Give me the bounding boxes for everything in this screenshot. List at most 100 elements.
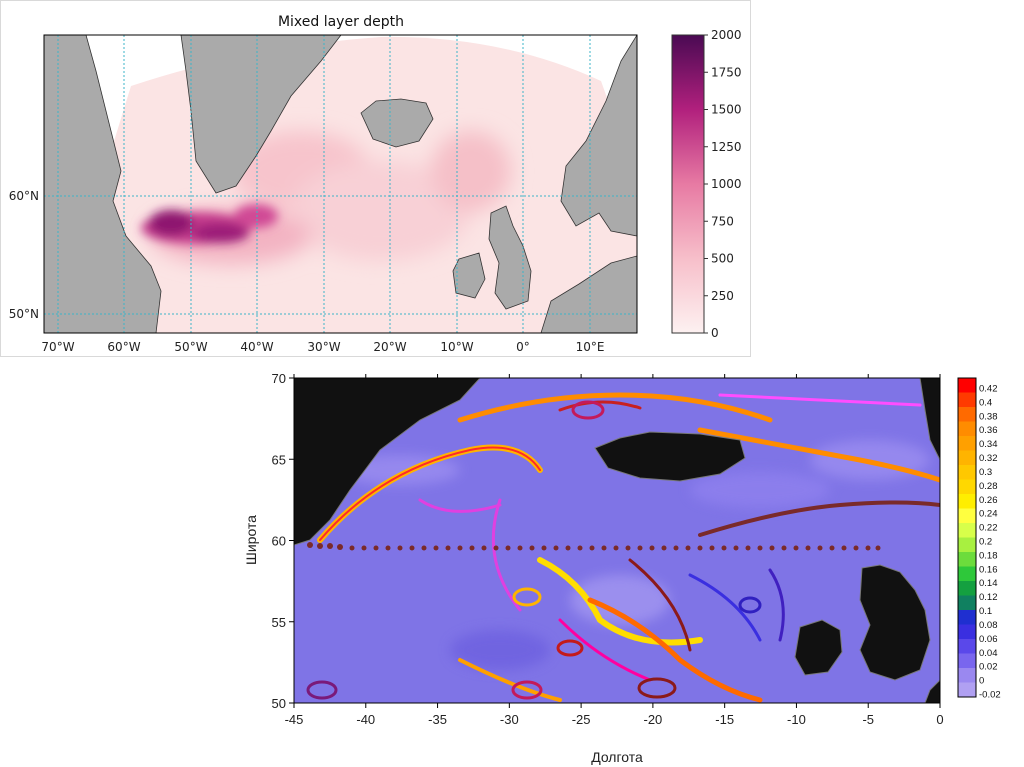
y-axis-ticks: 50 55 60 65 70	[272, 371, 294, 711]
colorbar-band	[958, 552, 976, 567]
ireland	[794, 619, 843, 676]
colorbar-band	[958, 407, 976, 422]
x-tick-label: -35	[428, 712, 447, 727]
colorbar-tick-label: 250	[711, 289, 734, 303]
colorbar-tick-label: 0.3	[979, 467, 992, 478]
colorbar-tick-label: 750	[711, 214, 734, 228]
colorbar: 0 250 500 750 1000 1250 1500 1750 2000	[671, 28, 742, 340]
north-america	[44, 35, 162, 333]
greenland	[294, 378, 481, 546]
colorbar-tick-label: 0.06	[979, 634, 998, 645]
colorbar-tick-label: 2000	[711, 28, 742, 42]
x-tick-label: 60°W	[107, 340, 140, 354]
chart-title: Mixed layer depth	[278, 14, 404, 30]
colorbar-tick-label: 0.26	[979, 495, 998, 506]
colorbar-band	[958, 653, 976, 669]
land	[294, 378, 940, 703]
y-tick-label: 70	[272, 371, 286, 386]
colorbar: 0.42 0.4 0.38 0.36 0.34 0.32 0.3 0.28 0.26 0.24 0.…	[957, 377, 1001, 701]
colorbar-tick-label: -0.02	[979, 690, 1001, 701]
colorbar-frame	[957, 377, 977, 698]
eddy-rings	[306, 400, 762, 700]
x-tick-label: -45	[285, 712, 304, 727]
colorbar-band	[958, 595, 976, 611]
colorbar-tick-label: 0.32	[979, 453, 998, 464]
x-tick-label: -25	[572, 712, 591, 727]
colorbar-tick-label: 0.4	[979, 397, 992, 408]
colorbar-tick-label: 500	[711, 252, 734, 266]
colorbar-band	[958, 479, 976, 495]
colorbar-band	[958, 392, 976, 408]
europe-edge	[919, 378, 940, 461]
mld-peak	[141, 204, 278, 244]
colorbar-tick-label: 0.02	[979, 662, 998, 673]
x-tick-label: 0°	[516, 340, 530, 354]
x-tick-label: 70°W	[41, 340, 74, 354]
x-tick-label: 0	[936, 712, 943, 727]
x-tick-label: 50°W	[174, 340, 207, 354]
colorbar-tick-label: 0.38	[979, 411, 998, 422]
uk-south	[924, 679, 940, 703]
x-tick-label: 30°W	[307, 340, 340, 354]
colorbar-band	[958, 465, 976, 480]
colorbar-band	[958, 436, 976, 451]
colorbar-band	[958, 566, 976, 582]
x-tick-label: -30	[500, 712, 519, 727]
colorbar-tick-label: 0.42	[979, 384, 998, 395]
colorbar-tick-label: 0	[711, 326, 719, 340]
iceland	[594, 431, 746, 482]
colorbar-tick-label: 1500	[711, 103, 742, 117]
colorbar-tick-label: 0.2	[979, 537, 992, 548]
x-tick-label: -15	[715, 712, 734, 727]
colorbar-tick-label: 0.14	[979, 578, 998, 589]
y-tick-label: 55	[272, 615, 286, 630]
y-tick-label: 60	[272, 534, 286, 549]
colorbar-band	[958, 494, 976, 509]
x-axis-ticks: -45 -40 -35 -30 -25 -20 -15 -10 -5 0	[285, 374, 944, 727]
colorbar-tick-label: 0	[979, 676, 984, 687]
colorbar-band	[958, 624, 976, 640]
grid	[44, 35, 637, 333]
x-tick-label: 10°E	[576, 340, 605, 354]
contour-lines	[317, 392, 940, 703]
x-tick-label: -40	[356, 712, 375, 727]
colorbar-tick-label: 0.36	[979, 425, 998, 436]
x-tick-label: 10°W	[440, 340, 473, 354]
colorbar-band	[958, 682, 976, 698]
scandinavia	[560, 35, 637, 237]
field-blotches	[340, 440, 930, 670]
colorbar-band	[958, 610, 976, 625]
field-map-area	[294, 378, 940, 703]
y-tick-label: 50°N	[9, 307, 39, 321]
colorbar-tick-label: 1000	[711, 177, 742, 191]
colorbar-tick-label: 0.22	[979, 523, 998, 534]
colorbar-tick-label: 0.16	[979, 564, 998, 575]
y-tick-label: 65	[272, 452, 286, 467]
colorbar-band	[958, 523, 976, 538]
colorbar-tick-label: 0.08	[979, 620, 998, 631]
mixed-layer-depth-panel: Mixed layer depth	[0, 0, 751, 357]
colorbar-band	[958, 639, 976, 654]
x-tick-label: -10	[787, 712, 806, 727]
x-axis-label: Долгота	[591, 749, 643, 765]
mixed-layer-depth-figure: Mixed layer depth	[9, 14, 742, 354]
faroe-scotland	[859, 564, 931, 681]
colorbar-gradient	[671, 34, 705, 334]
colorbar-tick-label: 0.1	[979, 606, 992, 617]
colorbar-band	[958, 668, 976, 683]
colorbar-tick-label: 0.24	[979, 509, 998, 520]
ireland	[452, 252, 486, 299]
x-tick-label: -5	[862, 712, 874, 727]
colorbar-band	[958, 581, 976, 596]
colorbar-tick-label: 0.12	[979, 592, 998, 603]
great-britain	[488, 205, 532, 310]
y-axis-label: Широта	[243, 515, 259, 565]
plot-frame	[293, 377, 941, 704]
y-tick-label: 60°N	[9, 189, 39, 203]
colorbar-band	[958, 450, 976, 466]
colorbar-band	[958, 537, 976, 553]
y-tick-label: 50	[272, 696, 286, 711]
x-tick-label: -20	[643, 712, 662, 727]
colorbar-tick-label: 0.28	[979, 481, 998, 492]
colorbar-tick-label: 0.18	[979, 550, 998, 561]
